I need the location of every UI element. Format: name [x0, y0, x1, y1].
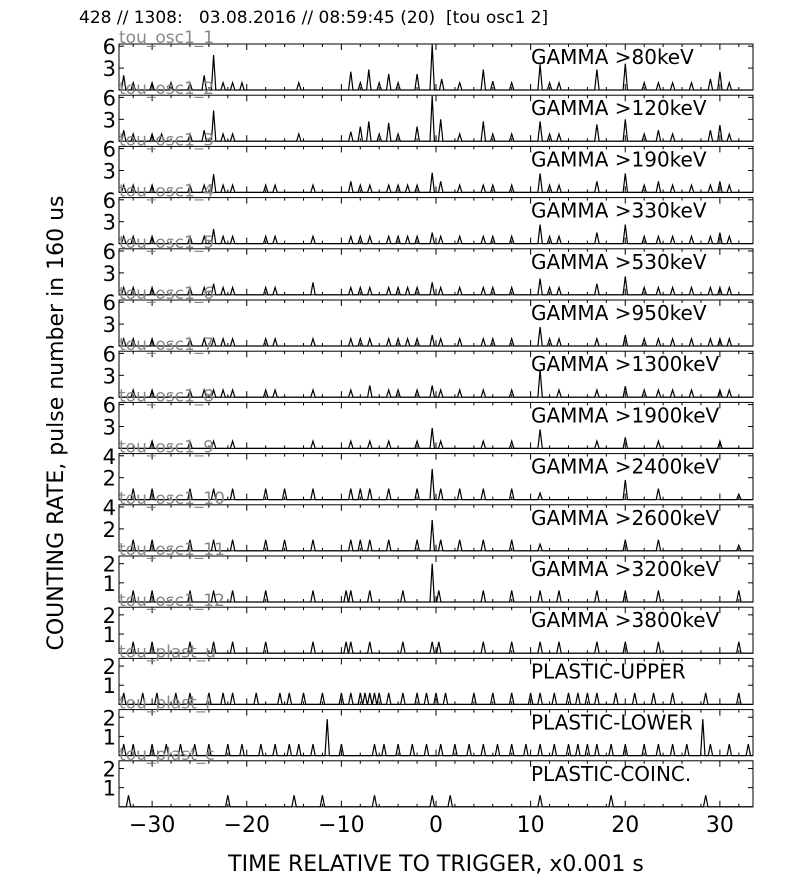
series-label: GAMMA >120keV — [531, 96, 707, 120]
y-tick-label: 2 — [103, 706, 116, 730]
x-tick-label: −30 — [129, 813, 175, 838]
x-tick-label: 0 — [429, 813, 443, 838]
series-label: GAMMA >3800keV — [531, 608, 720, 632]
x-axis-label: TIME RELATIVE TO TRIGGER, x0.001 s — [227, 852, 644, 877]
series-line — [119, 326, 753, 347]
y-tick-label: 1 — [103, 725, 116, 749]
series-label: GAMMA >1900keV — [531, 403, 720, 427]
channel-label: tou_plast_u — [119, 642, 216, 662]
series-label: PLASTIC-UPPER — [531, 659, 686, 683]
y-tick-label: 2 — [103, 553, 116, 577]
series-label: GAMMA >330keV — [531, 199, 707, 223]
series-label: GAMMA >2400keV — [531, 455, 720, 479]
channel-label: tou_osc1_8 — [119, 386, 214, 406]
series-label: PLASTIC-COINC. — [531, 762, 691, 786]
series-label: GAMMA >530keV — [531, 250, 707, 274]
y-tick-label: 3 — [103, 364, 116, 388]
y-tick-label: 6 — [103, 291, 116, 315]
channel-label: tou_osc1_12 — [119, 591, 225, 611]
series-label: GAMMA >1300keV — [531, 352, 720, 376]
y-tick-label: 3 — [103, 211, 116, 235]
y-tick-label: 2 — [103, 604, 116, 628]
y-tick-label: 2 — [103, 655, 116, 679]
y-axis-label: COUNTING RATE, pulse number in 160 us — [44, 195, 69, 650]
y-tick-label: 6 — [103, 86, 116, 110]
y-tick-label: 3 — [103, 159, 116, 183]
series-line — [119, 468, 753, 501]
y-tick-label: 3 — [103, 313, 116, 337]
channel-label: tou_osc1_7 — [119, 335, 214, 355]
channel-label: tou_osc1_6 — [119, 284, 214, 304]
y-tick-label: 3 — [103, 415, 116, 439]
channel-label: tou_osc1_11 — [119, 540, 225, 560]
series-label: PLASTIC-LOWER — [531, 711, 693, 735]
series-line — [119, 95, 753, 142]
channel-label: tou_osc1_4 — [119, 182, 214, 202]
series-label: GAMMA >2600keV — [531, 506, 720, 530]
channel-label: tou_osc1_1 — [119, 28, 214, 48]
y-tick-label: 1 — [103, 572, 116, 596]
x-tick-label: 20 — [611, 813, 639, 838]
series-line — [119, 719, 753, 757]
series-line — [119, 520, 753, 552]
y-tick-label: 1 — [103, 777, 116, 801]
y-tick-label: 6 — [103, 342, 116, 366]
y-tick-label: 4 — [103, 445, 116, 469]
channel-label: tou_osc1_5 — [119, 233, 214, 253]
channel-label: tou_plast_c — [119, 745, 215, 765]
series-line — [119, 369, 753, 398]
series-line — [119, 172, 753, 193]
y-tick-label: 6 — [103, 35, 116, 59]
y-tick-label: 6 — [103, 189, 116, 213]
channel-label: tou_osc1_9 — [119, 438, 214, 458]
chart-header: 428 // 1308: 03.08.2016 // 08:59:45 (20)… — [79, 8, 549, 28]
y-tick-label: 3 — [103, 108, 116, 132]
channel-label: tou_osc1_10 — [119, 489, 225, 509]
y-tick-label: 6 — [103, 138, 116, 162]
series-line — [119, 44, 753, 91]
series-line — [119, 563, 753, 603]
series-label: GAMMA >190keV — [531, 147, 707, 171]
y-tick-label: 3 — [103, 57, 116, 81]
y-tick-label: 3 — [103, 262, 116, 286]
y-tick-label: 1 — [103, 674, 116, 698]
series-label: GAMMA >80keV — [531, 45, 694, 69]
x-tick-label: 30 — [706, 813, 734, 838]
y-tick-label: 1 — [103, 623, 116, 647]
y-tick-label: 6 — [103, 240, 116, 264]
channel-label: tou_plast_l — [119, 694, 210, 714]
series-line — [119, 641, 753, 654]
series-line — [119, 795, 753, 808]
series-label: GAMMA >3200keV — [531, 557, 720, 581]
series-line — [119, 224, 753, 245]
y-tick-label: 2 — [103, 757, 116, 781]
series-label: GAMMA >950keV — [531, 301, 707, 325]
series-line — [119, 276, 753, 296]
channel-label: tou_osc1_2 — [119, 79, 214, 99]
x-tick-label: −20 — [224, 813, 270, 838]
series-line — [119, 427, 753, 449]
x-tick-label: −10 — [318, 813, 364, 838]
channel-label: tou_osc1_3 — [119, 130, 214, 150]
y-tick-label: 6 — [103, 394, 116, 418]
y-tick-label: 4 — [103, 496, 116, 520]
series-line — [119, 692, 753, 706]
x-tick-label: 10 — [517, 813, 545, 838]
y-tick-label: 2 — [103, 518, 116, 542]
y-tick-label: 2 — [103, 467, 116, 491]
